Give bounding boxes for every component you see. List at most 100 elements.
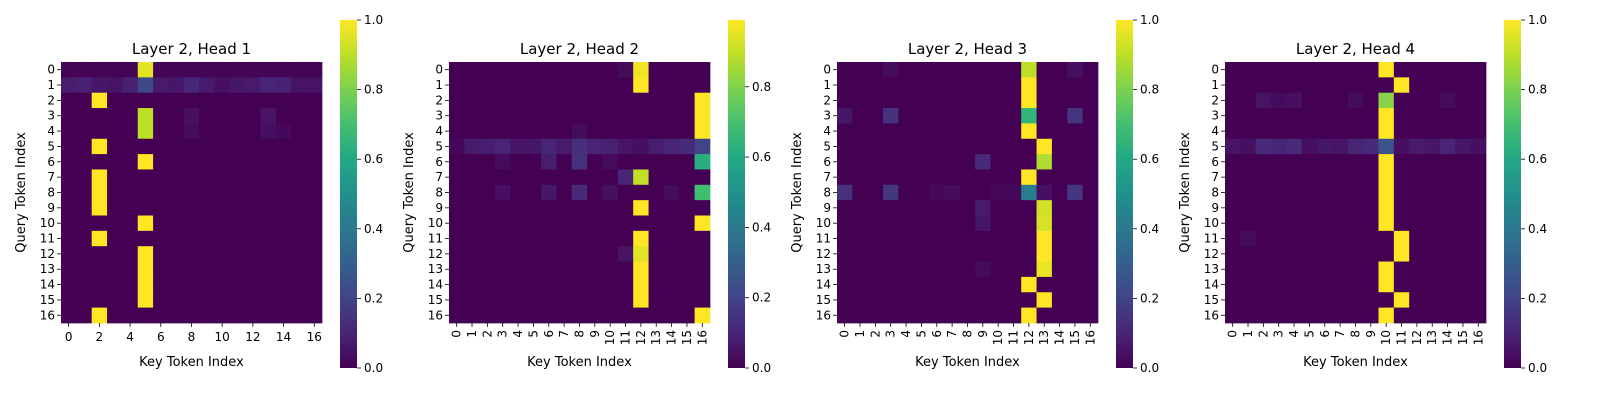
heatmap-cell bbox=[1005, 261, 1022, 278]
heatmap-cell bbox=[587, 138, 603, 155]
colorbar-tick-label: 0.6 bbox=[1140, 152, 1159, 166]
heatmap-cell bbox=[602, 261, 619, 278]
heatmap-cell bbox=[1439, 246, 1456, 262]
heatmap-cell bbox=[633, 123, 649, 140]
heatmap-cell bbox=[1067, 292, 1083, 308]
heatmap-cell bbox=[898, 92, 915, 109]
heatmap-cell bbox=[1051, 77, 1068, 94]
heatmap-cell bbox=[1317, 123, 1333, 140]
heatmap-cell bbox=[990, 154, 1007, 170]
heatmap-cell bbox=[663, 77, 680, 94]
heatmap-cell bbox=[617, 184, 634, 201]
heatmap-cell bbox=[122, 307, 139, 324]
heatmap-cell bbox=[1271, 169, 1287, 186]
heatmap-cell bbox=[107, 92, 123, 109]
heatmap-cell bbox=[1409, 77, 1425, 94]
heatmap-cell bbox=[1005, 184, 1022, 201]
heatmap-cell bbox=[1455, 138, 1471, 155]
heatmap-cell bbox=[1317, 261, 1333, 278]
heatmap-cell bbox=[944, 292, 961, 308]
heatmap-cell bbox=[883, 77, 899, 94]
heatmap-cell bbox=[1470, 292, 1487, 308]
heatmap-cell bbox=[525, 154, 542, 170]
heatmap-cell bbox=[1051, 307, 1068, 324]
heatmap-cell bbox=[91, 92, 108, 109]
heatmap-cell bbox=[449, 62, 465, 78]
heatmap-cell bbox=[479, 230, 496, 247]
heatmap-cell bbox=[571, 138, 588, 155]
heatmap-cell bbox=[1332, 292, 1349, 308]
x-tick-label: 3 bbox=[496, 330, 510, 338]
heatmap-cell bbox=[260, 184, 277, 201]
heatmap-cell bbox=[944, 77, 961, 94]
heatmap-cell bbox=[1067, 184, 1083, 201]
heatmap-cell bbox=[76, 292, 93, 308]
heatmap-cell bbox=[1036, 230, 1053, 247]
y-tick-label: 2 bbox=[47, 93, 55, 107]
y-tick-label: 16 bbox=[40, 308, 55, 322]
y-tick-label: 12 bbox=[428, 247, 443, 261]
x-tick-label: 5 bbox=[1302, 330, 1316, 338]
heatmap-cell bbox=[1082, 215, 1099, 232]
heatmap-cell bbox=[510, 261, 527, 278]
heatmap-cell bbox=[1409, 169, 1425, 186]
heatmap-cell bbox=[679, 200, 695, 216]
y-tick-label: 15 bbox=[816, 293, 831, 307]
heatmap-cell bbox=[306, 154, 323, 170]
heatmap-cell bbox=[1455, 154, 1471, 170]
heatmap-cell bbox=[883, 307, 899, 324]
heatmap-cell bbox=[617, 154, 634, 170]
heatmap-cell bbox=[1225, 169, 1241, 186]
heatmap-cell bbox=[1036, 77, 1053, 94]
heatmap-cell bbox=[1347, 108, 1364, 124]
heatmap-cell bbox=[1424, 123, 1441, 140]
y-tick-label: 6 bbox=[435, 155, 443, 169]
heatmap-cell bbox=[1051, 154, 1068, 170]
heatmap-cell bbox=[694, 108, 711, 124]
heatmap-cell bbox=[306, 292, 323, 308]
heatmap-cell bbox=[1067, 276, 1083, 293]
heatmap-cell bbox=[571, 230, 588, 247]
heatmap-cell bbox=[306, 123, 323, 140]
heatmap-cell bbox=[1036, 184, 1053, 201]
heatmap-cell bbox=[1225, 138, 1241, 155]
heatmap-cell bbox=[1455, 169, 1471, 186]
heatmap-cell bbox=[883, 138, 899, 155]
heatmap-cell bbox=[694, 292, 711, 308]
y-tick-label: 10 bbox=[816, 216, 831, 230]
heatmap-cell bbox=[648, 230, 665, 247]
heatmap-cell bbox=[556, 169, 573, 186]
heatmap-cell bbox=[837, 92, 853, 109]
heatmap-cell bbox=[107, 77, 123, 94]
y-tick-label: 5 bbox=[823, 139, 831, 153]
x-tick-label: 12 bbox=[634, 330, 648, 345]
heatmap-cell bbox=[1424, 169, 1441, 186]
heatmap-cell bbox=[1036, 169, 1053, 186]
x-axis-label: Key Token Index bbox=[139, 355, 244, 370]
heatmap-cell bbox=[602, 307, 619, 324]
heatmap-cell bbox=[153, 62, 169, 78]
heatmap-cell bbox=[617, 276, 634, 293]
heatmap-cell bbox=[1036, 138, 1053, 155]
heatmap-cell bbox=[229, 62, 246, 78]
heatmap-cell bbox=[1439, 261, 1456, 278]
heatmap-cell bbox=[525, 292, 542, 308]
heatmap-cell bbox=[944, 123, 961, 140]
heatmap-cell bbox=[1393, 108, 1410, 124]
heatmap-cell bbox=[1347, 169, 1364, 186]
heatmap-cell bbox=[944, 62, 961, 78]
heatmap-cell bbox=[571, 292, 588, 308]
heatmap-cell bbox=[1439, 138, 1456, 155]
heatmap-cell bbox=[648, 169, 665, 186]
heatmap-cell bbox=[168, 169, 185, 186]
heatmap-cell bbox=[61, 215, 77, 232]
heatmap-cell bbox=[587, 261, 603, 278]
x-tick-label: 0 bbox=[1226, 330, 1240, 338]
heatmap-cell bbox=[214, 154, 231, 170]
heatmap-cell bbox=[867, 92, 884, 109]
heatmap-cell bbox=[1301, 200, 1318, 216]
heatmap-cell bbox=[1455, 215, 1471, 232]
heatmap-cell bbox=[1378, 62, 1395, 78]
heatmap-cell bbox=[91, 246, 108, 262]
heatmap-cell bbox=[291, 169, 307, 186]
